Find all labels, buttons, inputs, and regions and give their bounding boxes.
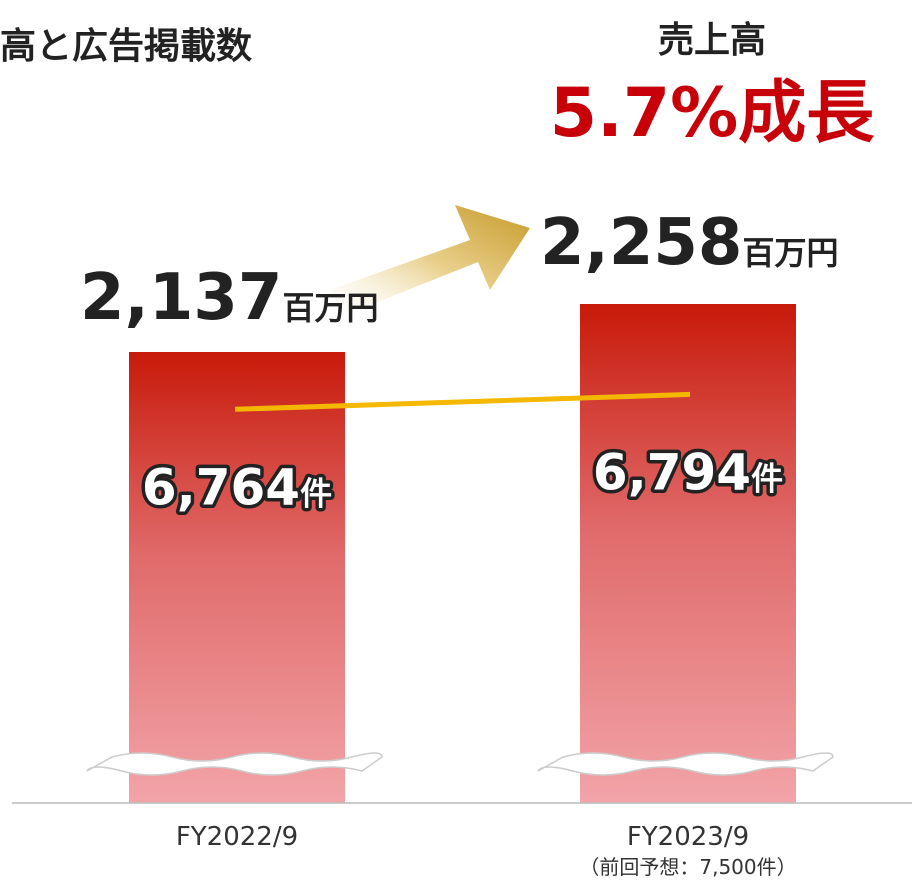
axis-break	[86, 752, 383, 776]
value-label: 6,764	[142, 458, 300, 516]
unit: 百万円	[282, 289, 378, 327]
x-tick-label: FY2023/9	[627, 822, 749, 852]
value-label: 2,137	[80, 261, 282, 335]
value-label: 2,258	[540, 206, 742, 280]
bar	[129, 351, 345, 803]
bar-value-label: 2,258百万円	[540, 206, 838, 280]
headline: 売上高	[658, 20, 766, 61]
category-note: （前回予想：7,500件）	[579, 855, 796, 879]
axis-break	[537, 752, 834, 776]
line-value-label: 6,764件	[142, 458, 332, 516]
growth: 5.7%成長	[550, 74, 876, 153]
x-tick-label: FY2022/9	[176, 822, 298, 852]
unit: 百万円	[742, 234, 838, 272]
line-value-label: 6,794件	[593, 443, 783, 501]
line	[234, 391, 691, 412]
unit: 件	[751, 459, 783, 497]
unit: 件	[300, 474, 332, 512]
bar	[580, 303, 796, 803]
arrow	[330, 205, 530, 315]
value-label: 6,794	[593, 443, 751, 501]
bar-value-label: 2,137百万円	[80, 261, 378, 335]
chart-title: 高と広告掲載数	[0, 26, 252, 67]
